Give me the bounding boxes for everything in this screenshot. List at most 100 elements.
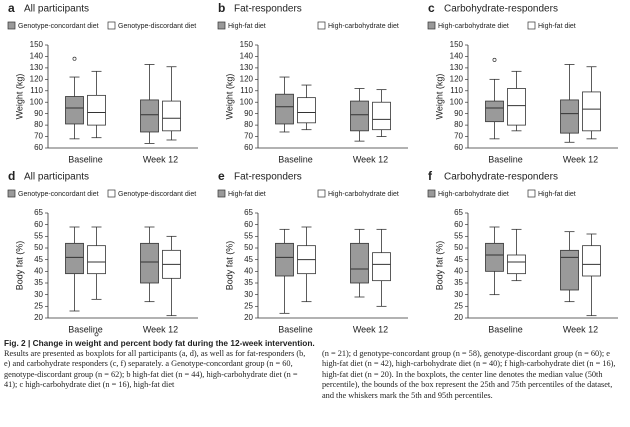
y-tick-label: 50 <box>454 243 463 252</box>
x-tick-label: Week 12 <box>143 154 178 164</box>
y-tick-label: 30 <box>454 290 463 299</box>
y-tick-label: 110 <box>450 86 463 95</box>
y-tick-label: 25 <box>454 301 463 310</box>
box <box>162 100 181 132</box>
y-tick-label: 80 <box>34 120 43 129</box>
y-axis-label: Body fat (%) <box>434 241 444 291</box>
y-tick-label: 120 <box>450 74 464 83</box>
y-tick-label: 150 <box>450 40 464 49</box>
panel-letter: d <box>8 169 15 183</box>
box <box>560 249 579 291</box>
x-tick-label: Week 12 <box>143 324 178 334</box>
y-tick-label: 60 <box>454 143 463 152</box>
panel-letter: e <box>218 169 225 183</box>
y-tick-label: 90 <box>454 109 463 118</box>
box <box>275 93 294 125</box>
outlier <box>94 332 99 337</box>
box <box>297 97 316 124</box>
legend-label: High-fat diet <box>538 191 576 198</box>
x-tick-label: Week 12 <box>563 154 598 164</box>
y-tick-label: 80 <box>454 120 463 129</box>
y-tick-label: 55 <box>454 231 463 240</box>
x-tick-label: Week 12 <box>353 154 388 164</box>
y-tick-label: 100 <box>450 97 464 106</box>
x-tick-label: Baseline <box>488 324 523 334</box>
y-tick-label: 150 <box>30 40 44 49</box>
legend-swatch <box>107 189 116 198</box>
y-tick-label: 60 <box>34 220 43 229</box>
outlier <box>492 57 497 62</box>
box <box>350 100 369 132</box>
legend-label: High-fat diet <box>538 23 576 30</box>
box <box>372 252 391 282</box>
y-tick-label: 20 <box>34 313 43 322</box>
y-tick-label: 110 <box>240 86 253 95</box>
y-tick-label: 60 <box>454 220 463 229</box>
legend-label: High-carbohydrate diet <box>438 23 509 30</box>
y-tick-label: 60 <box>244 143 253 152</box>
box <box>65 96 84 125</box>
y-tick-label: 55 <box>244 231 253 240</box>
outlier <box>72 56 77 61</box>
caption-columns: Results are presented as boxplots for al… <box>4 349 626 402</box>
box <box>582 245 601 277</box>
legend-swatch <box>107 21 116 30</box>
y-tick-label: 45 <box>34 255 43 264</box>
y-tick-label: 130 <box>30 63 44 72</box>
panel-letter: c <box>428 1 435 15</box>
y-tick-label: 140 <box>450 52 464 61</box>
box <box>140 99 159 133</box>
panel-title: Fat-responders <box>234 4 302 15</box>
y-tick-label: 40 <box>454 266 463 275</box>
y-tick-label: 70 <box>34 132 43 141</box>
y-tick-label: 35 <box>454 278 463 287</box>
legend-label: Genotype-concordant diet <box>18 23 99 30</box>
legend-swatch <box>527 189 536 198</box>
box <box>485 100 504 123</box>
box <box>65 242 84 275</box>
y-tick-label: 30 <box>244 290 253 299</box>
box <box>140 242 159 284</box>
y-tick-label: 90 <box>34 109 43 118</box>
y-tick-label: 140 <box>30 52 44 61</box>
y-tick-label: 55 <box>34 231 43 240</box>
y-tick-label: 80 <box>244 120 253 129</box>
legend-label: High-fat diet <box>228 191 266 198</box>
caption-right: (n = 21); d genotype-concordant group (n… <box>322 348 616 400</box>
legend-swatch <box>317 21 326 30</box>
y-axis-label: Body fat (%) <box>14 241 24 291</box>
y-axis-label: Weight (kg) <box>434 74 444 120</box>
x-tick-label: Week 12 <box>563 324 598 334</box>
y-tick-label: 35 <box>244 278 253 287</box>
caption-title: Fig. 2 | Change in weight and percent bo… <box>4 338 315 348</box>
y-tick-label: 45 <box>454 255 463 264</box>
y-tick-label: 150 <box>240 40 254 49</box>
legend-label: Genotype-discordant diet <box>118 23 196 30</box>
panel-letter: a <box>8 1 15 15</box>
y-tick-label: 30 <box>34 290 43 299</box>
x-tick-label: Baseline <box>278 324 313 334</box>
y-axis-label: Weight (kg) <box>224 74 234 120</box>
box <box>507 254 526 275</box>
caption: Fig. 2 | Change in weight and percent bo… <box>4 338 626 402</box>
legend-label: High-carbohydrate diet <box>438 191 509 198</box>
y-tick-label: 45 <box>244 255 253 264</box>
y-tick-label: 25 <box>244 301 253 310</box>
y-tick-label: 100 <box>240 97 254 106</box>
box <box>275 242 294 277</box>
y-tick-label: 20 <box>454 313 463 322</box>
x-tick-label: Baseline <box>278 154 313 164</box>
legend-swatch <box>317 189 326 198</box>
y-axis-label: Body fat (%) <box>224 241 234 291</box>
legend-label: Genotype-concordant diet <box>18 191 99 198</box>
y-tick-label: 35 <box>34 278 43 287</box>
y-tick-label: 90 <box>244 109 253 118</box>
box <box>507 88 526 126</box>
y-tick-label: 40 <box>244 266 253 275</box>
caption-left: Results are presented as boxplots for al… <box>4 348 306 390</box>
y-tick-label: 50 <box>34 243 43 252</box>
y-tick-label: 120 <box>30 74 44 83</box>
legend-swatch <box>427 21 436 30</box>
y-tick-label: 25 <box>34 301 43 310</box>
